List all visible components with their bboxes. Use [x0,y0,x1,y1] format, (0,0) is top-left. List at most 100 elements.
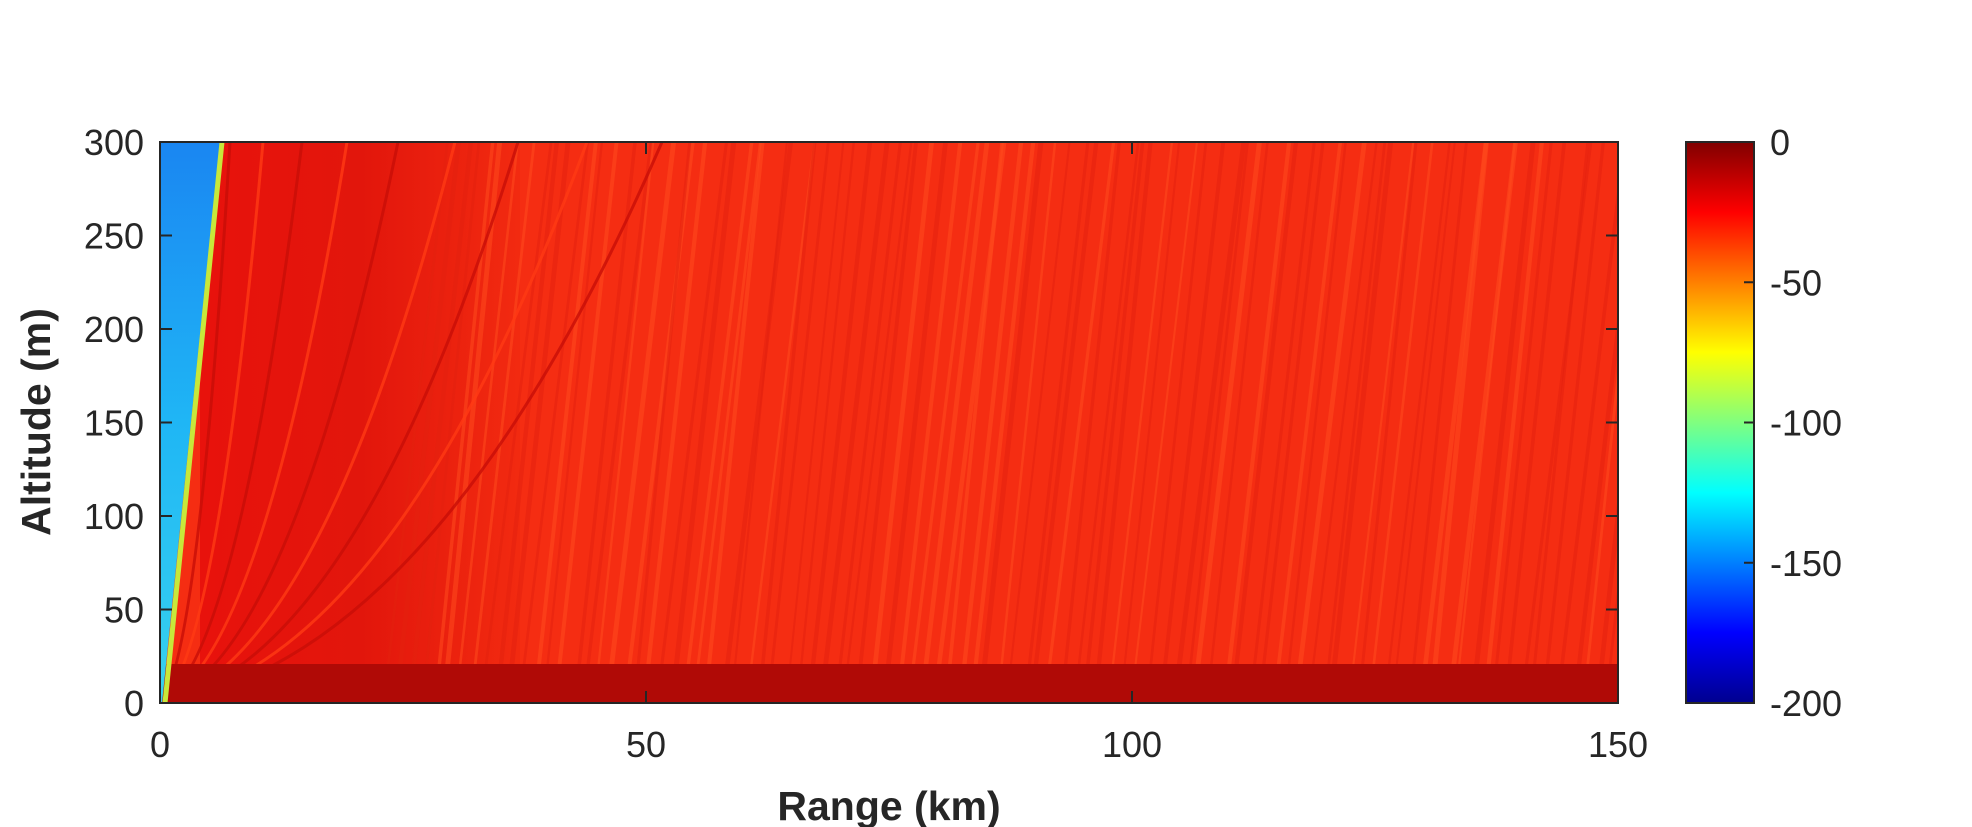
y-tick-label: 100 [84,496,144,537]
streak [785,142,845,703]
colorbar-tick-label: -150 [1770,543,1842,584]
streak [441,142,503,703]
streak [1293,142,1367,703]
streak [1357,142,1418,703]
streak [1145,142,1208,703]
streak [1454,142,1516,703]
streak [553,142,619,703]
streak [1005,142,1071,703]
streak [1347,142,1415,703]
streak [881,142,948,703]
y-tick-label: 50 [104,590,144,631]
streak [907,142,980,703]
colorbar-tick-label: 0 [1770,122,1790,163]
streak [1093,142,1153,703]
x-tick-label: 50 [626,724,666,765]
y-axis-label: Altitude (m) [13,308,59,536]
streak [1391,142,1456,703]
streak [854,142,918,703]
streak [1470,142,1536,703]
streak [655,142,729,703]
x-tick-label: 100 [1102,724,1162,765]
streak [1408,142,1468,703]
streak [469,142,536,703]
streak [834,142,902,703]
streak [745,142,816,703]
streak [454,142,519,703]
streak [532,142,598,703]
streak [1082,142,1145,703]
streak [766,142,830,703]
streak [1230,142,1299,703]
streak [1073,142,1140,703]
colorbar-ticks: 0 -50 -100 -150 -200 [1744,122,1842,724]
streak [1029,142,1099,703]
streak [494,142,559,703]
streak [1323,142,1387,703]
interference-streaks [382,142,1693,703]
streak [842,142,913,703]
y-tick-label: 250 [84,216,144,257]
shadow-boundary [162,142,225,703]
streak [895,142,963,703]
streak [1185,142,1249,703]
streak [977,142,1044,703]
streak [573,142,637,703]
y-tick-label: 300 [84,122,144,163]
streak [703,142,765,703]
y-tick-label: 150 [84,403,144,444]
streak [1541,142,1605,703]
streak [730,142,788,703]
streak [1129,142,1198,703]
x-tick-label: 0 [150,724,170,765]
shadow-region [160,142,220,703]
streak [505,142,571,703]
colorbar-tick-label: -100 [1770,403,1842,444]
streak [407,142,474,703]
streak [806,142,873,703]
streak [958,142,1024,703]
y-axis: 0 50 100 150 200 250 300 [84,122,1618,724]
streak [818,142,890,703]
streak [1043,142,1116,703]
y-tick-label: 200 [84,309,144,350]
streak [1283,142,1347,703]
streak [1023,142,1090,703]
streak [1248,142,1316,703]
streak [996,142,1057,703]
streak [1060,142,1121,703]
streak [1107,142,1174,703]
streak [944,142,1004,703]
streak [1631,142,1693,703]
streak [382,142,449,703]
surface-duct-region [160,664,1618,703]
streak [593,142,655,703]
streak [1119,142,1181,703]
streak [393,142,461,703]
streak [1191,142,1262,703]
streak [669,142,737,703]
streak [1327,142,1394,703]
streak [1624,142,1689,703]
streak [919,142,990,703]
streak [1257,142,1325,703]
streak [1172,142,1247,703]
colorbar-tick-label: -50 [1770,262,1822,303]
streak [421,142,481,703]
streak [642,142,708,703]
streak [692,142,762,703]
streak [757,142,817,703]
x-tick-label: 150 [1588,724,1648,765]
x-axis-label: Range (km) [777,783,1000,827]
streak [1158,142,1226,703]
streak [868,142,935,703]
streak [581,142,653,703]
streak [969,142,1036,703]
streak [1428,142,1489,703]
colorbar-tick-label: -200 [1770,683,1842,724]
streak [1205,142,1269,703]
streak [1529,142,1590,703]
x-axis: 0 50 100 150 [150,142,1648,765]
streak [542,142,604,703]
